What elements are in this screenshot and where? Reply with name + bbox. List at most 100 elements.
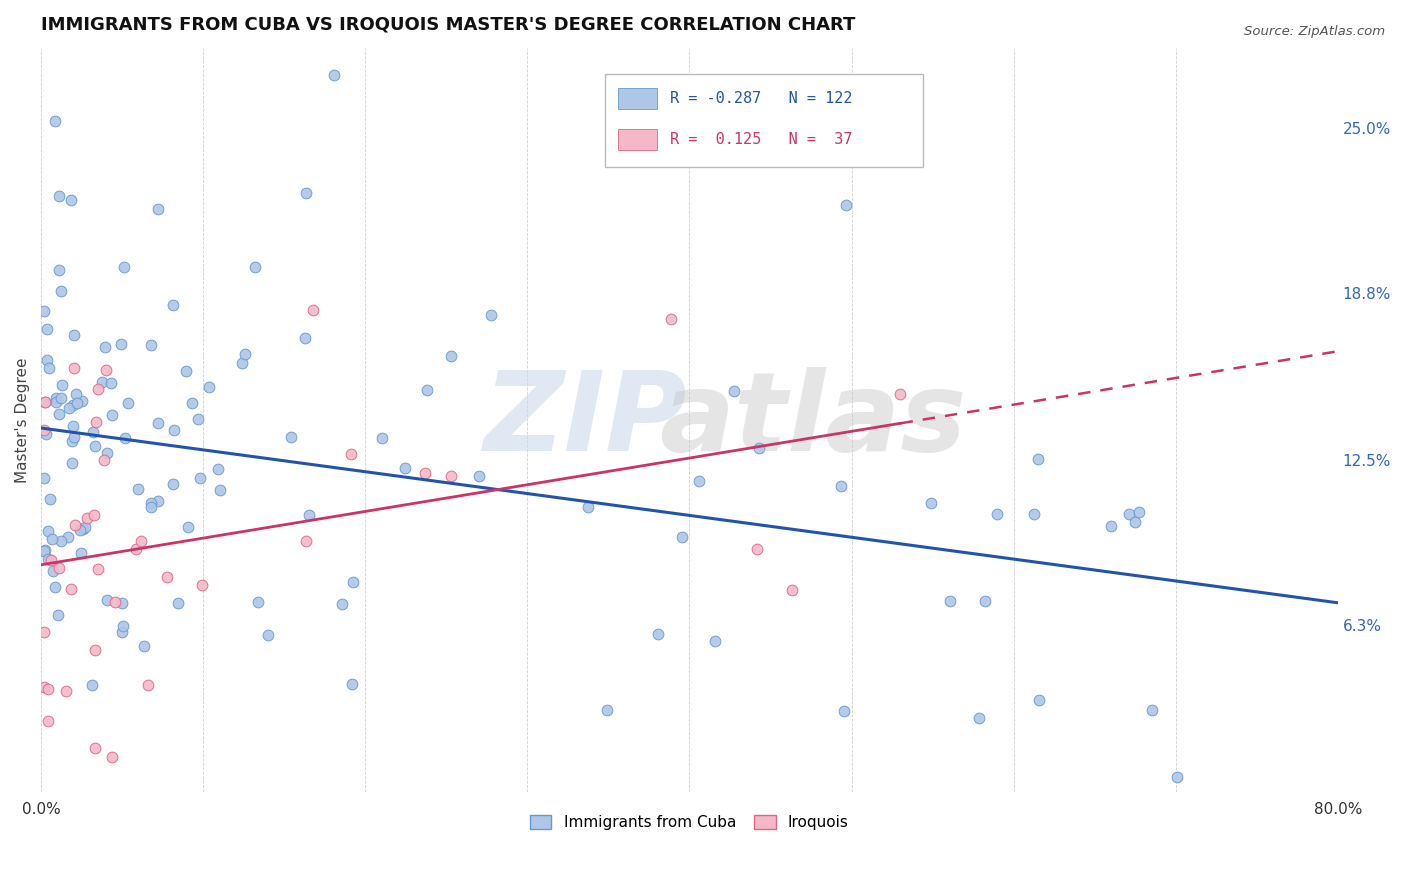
Point	[301, 303, 323, 318]
Point	[974, 594, 997, 608]
Point	[34, 423, 56, 437]
Point	[180, 396, 202, 410]
Point	[439, 469, 461, 483]
Point	[72, 522, 94, 536]
Point	[39, 553, 62, 567]
Point	[832, 704, 855, 718]
Point	[136, 677, 159, 691]
Point	[49, 533, 72, 548]
Point	[34, 395, 56, 409]
Point	[70, 394, 93, 409]
Point	[34, 681, 56, 695]
Point	[62, 399, 84, 413]
Point	[56, 530, 79, 544]
Point	[748, 442, 770, 456]
Point	[596, 703, 619, 717]
Point	[62, 361, 84, 376]
FancyBboxPatch shape	[619, 129, 657, 151]
Point	[63, 327, 86, 342]
Point	[920, 496, 942, 510]
Text: atlas: atlas	[659, 367, 966, 474]
Point	[939, 594, 962, 608]
Point	[66, 396, 89, 410]
Point	[63, 430, 86, 444]
Point	[830, 479, 852, 493]
Point	[60, 456, 83, 470]
Point	[34, 395, 56, 409]
Point	[191, 578, 214, 592]
Point	[148, 493, 170, 508]
Point	[35, 426, 58, 441]
Point	[198, 380, 221, 394]
Y-axis label: Master's Degree: Master's Degree	[15, 358, 30, 483]
Point	[209, 483, 232, 497]
Point	[44, 114, 66, 128]
Point	[34, 544, 56, 558]
Point	[96, 446, 118, 460]
Point	[371, 431, 394, 445]
Point	[60, 582, 83, 596]
Point	[82, 425, 104, 440]
Point	[330, 597, 353, 611]
Legend: Immigrants from Cuba, Iroquois: Immigrants from Cuba, Iroquois	[524, 809, 855, 837]
Point	[139, 338, 162, 352]
Point	[1123, 515, 1146, 529]
Point	[468, 469, 491, 483]
Point	[780, 582, 803, 597]
Point	[114, 260, 136, 274]
Point	[1128, 505, 1150, 519]
Point	[889, 387, 911, 401]
Point	[416, 383, 439, 397]
Point	[163, 423, 186, 437]
Point	[647, 626, 669, 640]
Point	[35, 322, 58, 336]
Point	[127, 482, 149, 496]
Point	[37, 524, 59, 538]
Point	[986, 507, 1008, 521]
Point	[100, 408, 122, 422]
Point	[257, 628, 280, 642]
Point	[1099, 518, 1122, 533]
Point	[37, 352, 59, 367]
Point	[94, 340, 117, 354]
Point	[233, 347, 256, 361]
Point	[73, 519, 96, 533]
Point	[39, 491, 62, 506]
Point	[96, 593, 118, 607]
Point	[49, 392, 72, 406]
Point	[342, 677, 364, 691]
Point	[60, 434, 83, 449]
Point	[295, 534, 318, 549]
Point	[86, 416, 108, 430]
Point	[84, 643, 107, 657]
Text: Source: ZipAtlas.com: Source: ZipAtlas.com	[1244, 25, 1385, 38]
Point	[132, 640, 155, 654]
Point	[167, 596, 190, 610]
Point	[834, 198, 856, 212]
Point	[294, 331, 316, 345]
Point	[246, 595, 269, 609]
Point	[207, 462, 229, 476]
Point	[322, 68, 344, 82]
Point	[280, 430, 302, 444]
Point	[111, 625, 134, 640]
Point	[688, 475, 710, 489]
Point	[34, 624, 56, 639]
Point	[80, 678, 103, 692]
Point	[96, 362, 118, 376]
Point	[65, 517, 87, 532]
Point	[440, 349, 463, 363]
Point	[114, 431, 136, 445]
Point	[576, 500, 599, 514]
Text: R =  0.125   N =  37: R = 0.125 N = 37	[671, 132, 852, 147]
Point	[704, 633, 727, 648]
Point	[187, 412, 209, 426]
Point	[87, 382, 110, 396]
Point	[243, 260, 266, 275]
Point	[62, 418, 84, 433]
Point	[1022, 507, 1045, 521]
Point	[91, 375, 114, 389]
Point	[83, 508, 105, 523]
Point	[59, 193, 82, 207]
Point	[1026, 451, 1049, 466]
